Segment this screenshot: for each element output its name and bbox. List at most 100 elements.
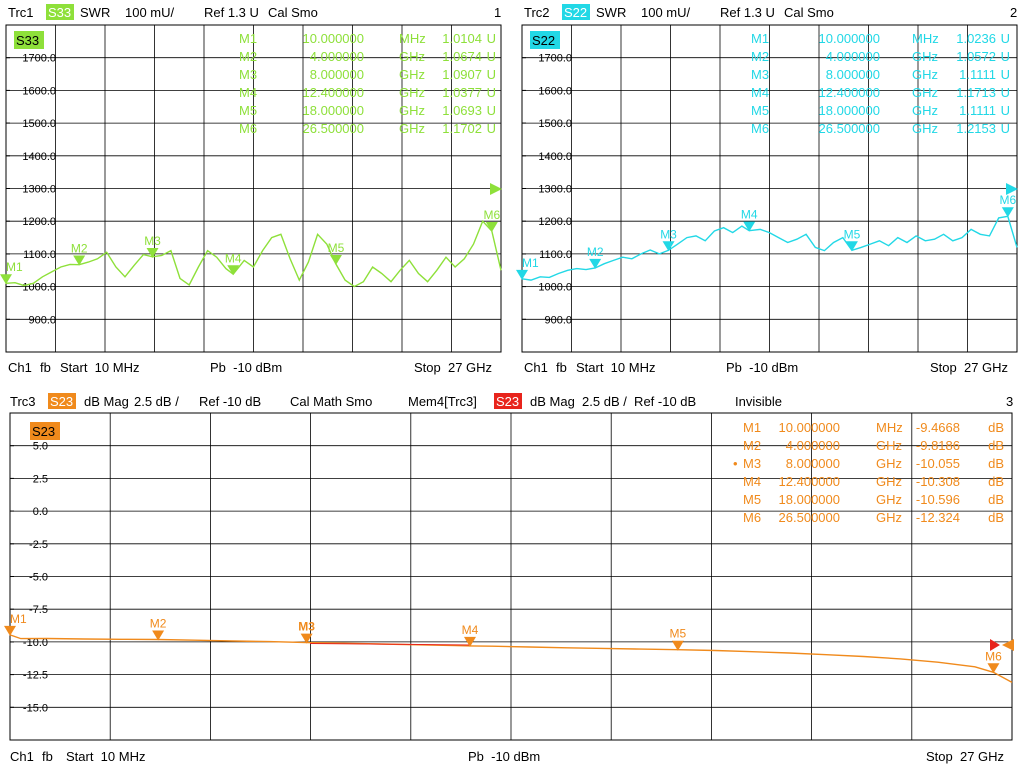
pane-1-window-number: 1 <box>494 5 501 20</box>
marker-triangle[interactable] <box>845 241 858 252</box>
marker-label: M1 <box>522 256 539 270</box>
marker-triangle[interactable] <box>589 258 602 269</box>
marker-triangle[interactable] <box>4 625 16 636</box>
pane-1-ref-level-arrow[interactable] <box>490 183 502 195</box>
pane-3-footer-stop[interactable]: Stop 27 GHz <box>926 749 1004 764</box>
pane-3-ref[interactable]: Ref -10 dB <box>199 394 261 409</box>
pane-1-footer-start[interactable]: Start 10 MHz <box>60 360 139 375</box>
marker-table-value: 1.0236 <box>956 31 996 46</box>
marker-label: M4 <box>225 251 242 265</box>
pane-2-window-number: 2 <box>1010 5 1017 20</box>
marker-triangle[interactable] <box>662 241 675 252</box>
pane-3-marker-table: M1 10.000000 MHz -9.4668 dB M2 4.000000 GHz -9.8… <box>743 420 1004 525</box>
marker-triangle[interactable] <box>146 247 159 258</box>
pane-2-trace-badge[interactable]: S22 <box>532 33 555 48</box>
marker-triangle[interactable] <box>329 254 342 265</box>
marker-triangle[interactable] <box>300 633 313 644</box>
marker-triangle[interactable] <box>0 274 12 285</box>
pane-1-footer-power[interactable]: Pb -10 dBm <box>210 360 282 375</box>
marker-table-stimulus-unit: GHz <box>399 67 425 82</box>
marker-table-stimulus-unit: GHz <box>876 510 902 525</box>
pane-3-param[interactable]: S23 <box>50 394 73 409</box>
pane-1-trace-name[interactable]: Trc1 <box>8 5 34 20</box>
pane-1-param[interactable]: S33 <box>48 5 71 20</box>
pane-2-footer-start[interactable]: Start 10 MHz <box>576 360 655 375</box>
pane-1-trace-badge[interactable]: S33 <box>16 33 39 48</box>
pane-1-trace-badge-bg <box>14 31 44 49</box>
pane-1-cal[interactable]: Cal Smo <box>268 5 318 20</box>
pane-2-trace-badge-bg <box>530 31 560 49</box>
y-tick-label: 1700.0 <box>22 53 56 65</box>
pane-3-mem-format[interactable]: dB Mag 2.5 dB / Ref -10 dB <box>530 394 696 409</box>
pane-1-ref[interactable]: Ref 1.3 U <box>204 5 259 20</box>
pane-3-cal[interactable]: Cal Math Smo <box>290 394 372 409</box>
pane-3-mem-trace[interactable]: Mem4[Trc3] <box>408 394 477 409</box>
marker-table-value-unit: U <box>1001 85 1010 100</box>
marker-triangle[interactable] <box>671 640 684 651</box>
marker-triangle[interactable] <box>743 221 756 232</box>
pane-2-format[interactable]: SWR <box>596 5 626 20</box>
pane-2-param[interactable]: S22 <box>564 5 587 20</box>
pane-3-trace-badge[interactable]: S23 <box>32 424 55 439</box>
pane-2-trace-name[interactable]: Trc2 <box>524 5 550 20</box>
pane-1-footer-fb: fb <box>40 360 51 375</box>
pane-2-ref[interactable]: Ref 1.3 U <box>720 5 775 20</box>
pane-3-footer-start[interactable]: Start 10 MHz <box>66 749 145 764</box>
marker-triangle[interactable] <box>463 636 476 647</box>
marker-label: M5 <box>670 627 687 641</box>
marker-table-value: 1.2153 <box>956 121 996 136</box>
y-tick-label: 1100.0 <box>23 249 56 261</box>
pane-3-format[interactable]: dB Mag <box>84 394 129 409</box>
pane-2-param-badge-bg <box>562 4 590 20</box>
marker-table-stimulus-unit: GHz <box>876 456 902 471</box>
pane-2-footer-power[interactable]: Pb -10 dBm <box>726 360 798 375</box>
marker-table-value-unit: dB <box>988 456 1004 471</box>
marker-table-value-unit: U <box>487 67 496 82</box>
y-tick-label: -10.0 <box>23 637 48 649</box>
pane-3-scale[interactable]: 2.5 dB / <box>134 394 179 409</box>
pane-2-cal[interactable]: Cal Smo <box>784 5 834 20</box>
pane-3-mem-ref-arrow[interactable] <box>990 639 1000 651</box>
pane-3-footer-power[interactable]: Pb -10 dBm <box>468 749 540 764</box>
pane-2-footer-stop[interactable]: Stop 27 GHz <box>930 360 1008 375</box>
marker-table-stimulus: 4.000000 <box>786 438 840 453</box>
marker-triangle[interactable] <box>516 269 528 280</box>
marker-table-value: 1.0907 <box>442 67 482 82</box>
pane-1-scale[interactable]: 100 mU/ <box>125 5 175 20</box>
pane-2-ref-level-arrow[interactable] <box>1006 183 1018 195</box>
marker-triangle[interactable] <box>987 663 1000 674</box>
pane-3-trace-badge-bg <box>30 422 60 440</box>
marker-triangle[interactable] <box>1001 207 1014 218</box>
marker-label: M3 <box>298 620 315 634</box>
marker-table-value-unit: U <box>487 103 496 118</box>
y-tick-label: 1100.0 <box>539 249 572 261</box>
pane-3-markers: M1 M2 M3 M4 M5 M6 <box>4 612 1002 674</box>
pane-1-footer-stop[interactable]: Stop 27 GHz <box>414 360 492 375</box>
marker-triangle[interactable] <box>152 630 165 641</box>
pane-2-trace-line <box>521 215 1018 281</box>
pane-2-y-ticks: 1700.0 1600.0 1500.0 1400.0 1300.0 1200.0 1100… <box>522 53 572 326</box>
marker-table-stimulus: 10.000000 <box>303 31 364 46</box>
marker-table-value-unit: U <box>1001 103 1010 118</box>
pane-3-mem-state[interactable]: Invisible <box>735 394 782 409</box>
pane-3-ref-level-arrow[interactable] <box>1002 639 1014 651</box>
marker-table-value-unit: U <box>1001 31 1010 46</box>
marker-table-name: M5 <box>239 103 257 118</box>
pane-2-footer-fb: fb <box>556 360 567 375</box>
marker-table-value: 1.1713 <box>956 85 996 100</box>
marker-triangle[interactable] <box>227 265 240 276</box>
marker-triangle[interactable] <box>485 221 498 232</box>
y-tick-label: 1600.0 <box>22 85 56 97</box>
pane-3-mem-param[interactable]: S23 <box>496 394 519 409</box>
marker-table-value: -10.055 <box>916 456 960 471</box>
y-tick-label: 1000.0 <box>538 282 572 294</box>
marker-label: M1 <box>10 612 27 626</box>
pane-2-scale[interactable]: 100 mU/ <box>641 5 691 20</box>
marker-triangle[interactable] <box>73 255 86 266</box>
marker-table-stimulus-unit: GHz <box>912 85 938 100</box>
marker-table-stimulus: 18.000000 <box>819 103 880 118</box>
pane-3-trace-name[interactable]: Trc3 <box>10 394 36 409</box>
pane-1-format[interactable]: SWR <box>80 5 110 20</box>
marker-table-value: -10.596 <box>916 492 960 507</box>
y-tick-label: 1500.0 <box>538 118 572 130</box>
